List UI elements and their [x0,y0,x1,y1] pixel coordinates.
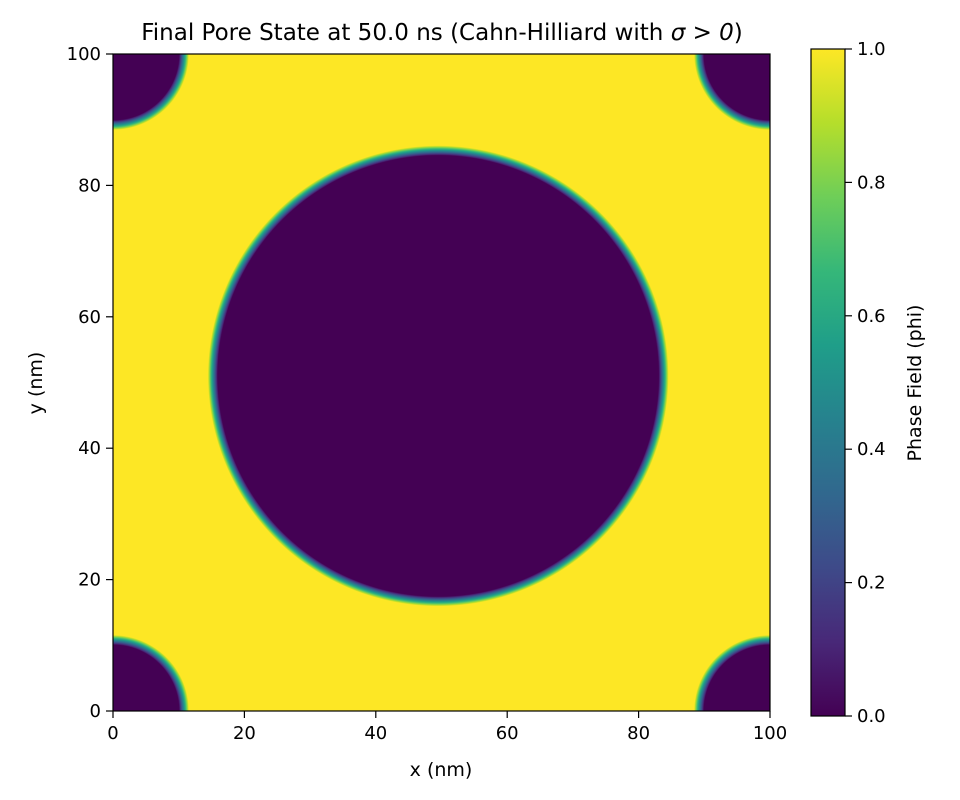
colorbar-tick-label: 0.8 [857,172,886,193]
x-axis-label: x (nm) [410,759,473,781]
y-tick-label: 100 [67,44,101,65]
colorbar [811,49,845,716]
colorbar-tick-label: 1.0 [857,39,886,60]
colorbar-tick-label: 0.6 [857,306,886,327]
x-tick-label: 40 [364,723,387,744]
colorbar-axis: 0.0 0.2 0.4 0.6 0.8 1.0 [845,39,886,727]
pore-2 [694,635,770,711]
x-axis: 0 20 40 60 80 100 [107,711,787,744]
y-axis: 0 20 40 60 80 100 [67,44,113,722]
y-axis-label: y (nm) [25,352,47,415]
plot-frame [112,53,771,712]
y-tick-label: 80 [78,175,101,196]
pores-layer [113,54,770,711]
x-tick-label: 80 [627,723,650,744]
x-tick-label: 100 [753,723,787,744]
chart-title: Final Pore State at 50.0 ns (Cahn-Hillia… [141,20,743,46]
pore-4 [694,54,770,130]
y-tick-label: 20 [78,570,101,591]
x-tick-label: 0 [107,723,118,744]
pore-1 [113,635,189,711]
y-tick-label: 40 [78,438,101,459]
colorbar-label: Phase Field (phi) [904,305,926,462]
pore-0 [207,145,669,607]
pore-3 [113,54,189,130]
x-tick-label: 20 [233,723,256,744]
y-tick-label: 60 [78,307,101,328]
x-tick-label: 60 [496,723,519,744]
y-tick-label: 0 [90,701,101,722]
colorbar-tick-label: 0.2 [857,573,886,594]
colorbar-frame [810,48,846,717]
colorbar-tick-label: 0.0 [857,706,886,727]
colorbar-tick-label: 0.4 [857,439,886,460]
heatmap-plot-area [113,54,770,711]
